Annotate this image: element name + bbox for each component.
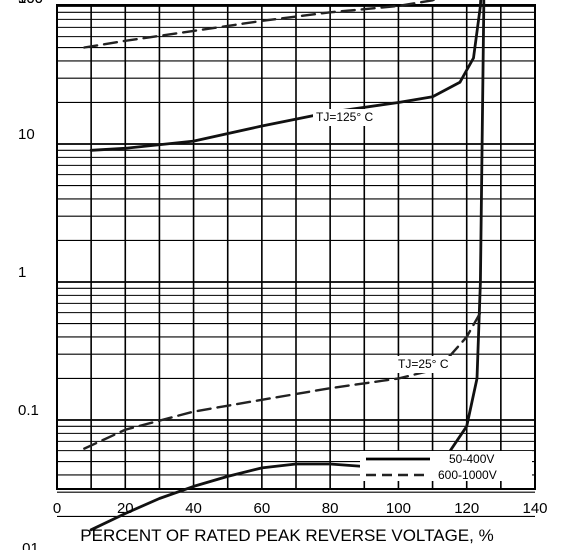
x-tick-label-140: 140 [522,500,547,517]
annotation-tj125: TJ=125° C [313,109,397,126]
annotation-layer: TJ=125° C TJ=25° C [313,109,465,373]
series-line-1-600-1000v [83,0,436,49]
y-tick-label-0p1: 0.1 [18,402,39,419]
grid-layer [56,4,536,518]
x-tick-label-40: 40 [185,500,202,517]
legend-label-600-1000v: 600-1000V [438,468,497,482]
y-tick-label-100: 100 [18,0,43,7]
x-tick-label-0: 0 [53,500,61,517]
series-line-3-600-1000v [83,311,482,450]
x-axis-title: PERCENT OF RATED PEAK REVERSE VOLTAGE, % [80,526,493,545]
annotation-tj25: TJ=25° C [395,356,465,373]
legend: 50-400V 600-1000V [360,451,532,482]
y-tick-label-p01: .01 [18,540,39,550]
x-tick-label-20: 20 [117,500,134,517]
plot-frame [56,4,536,490]
x-tick-label-60: 60 [254,500,271,517]
annotation-tj25-text: TJ=25° C [398,357,449,371]
legend-label-50-400v: 50-400V [449,452,494,466]
annotation-tj125-text: TJ=125° C [316,110,373,124]
series-line-0-50-400v [89,0,483,152]
y-tick-label-10: 10 [18,126,35,143]
x-tick-label-100: 100 [386,500,411,517]
y-tick-label-1: 1 [18,264,26,281]
x-tick-label-120: 120 [454,500,479,517]
x-tick-label-80: 80 [322,500,339,517]
y-tick-label-500: 500 [18,0,43,7]
